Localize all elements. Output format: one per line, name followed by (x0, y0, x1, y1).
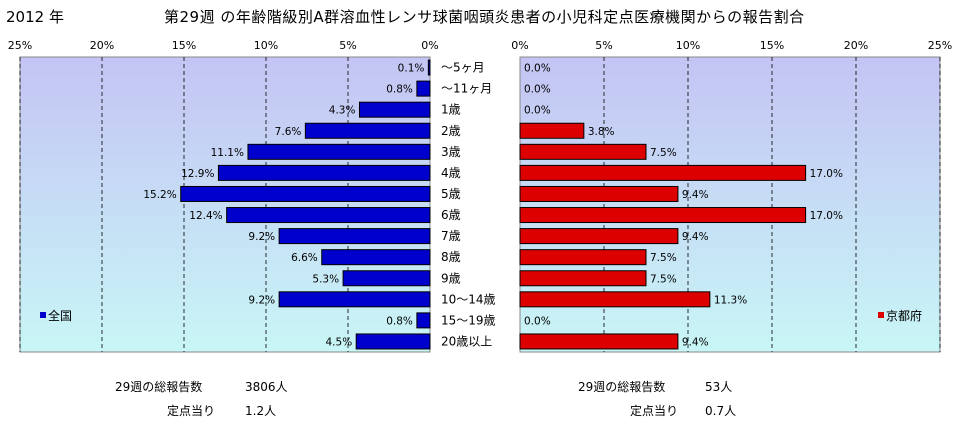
left-tick-label: 25% (8, 39, 32, 52)
category-label: ～11ヶ月 (441, 82, 492, 96)
left-tick-label: 10% (254, 39, 278, 52)
bar-kyoto (519, 143, 647, 160)
category-label: 15～19歳 (441, 313, 496, 327)
category-label: 5歳 (441, 187, 461, 201)
bar-national (278, 228, 431, 245)
data-label-national: 0.1% (398, 63, 425, 75)
data-label-national: 12.9% (181, 168, 214, 180)
data-label-national: 9.2% (248, 294, 275, 306)
legend-swatch-kyoto (878, 312, 884, 318)
legend-label-kyoto: 京都府 (886, 308, 922, 323)
bar-kyoto (519, 333, 679, 350)
data-label-national: 5.3% (312, 273, 339, 285)
category-label: 4歳 (441, 166, 461, 180)
data-label-national: 9.2% (248, 231, 275, 243)
footer-left-total-label: 29週の総報告数 (115, 380, 203, 394)
data-label-kyoto: 7.5% (650, 252, 677, 264)
footer-right-total-value: 53人 (705, 380, 733, 394)
category-label: 9歳 (441, 271, 461, 285)
right-tick-label: 15% (760, 39, 784, 52)
data-label-kyoto: 0.0% (524, 84, 551, 96)
right-tick-label: 0% (511, 39, 528, 52)
bar-kyoto (519, 164, 807, 181)
footer-left-total-value: 3806人 (245, 380, 288, 394)
footer-left-per-value: 1.2人 (245, 404, 277, 418)
footer-right-per-label: 定点当り (630, 404, 679, 418)
data-label-kyoto: 7.5% (650, 273, 677, 285)
data-label-national: 6.6% (291, 252, 318, 264)
category-label: 6歳 (441, 208, 461, 222)
data-label-national: 11.1% (211, 147, 244, 159)
category-label: 7歳 (441, 229, 461, 243)
bar-kyoto (519, 270, 647, 287)
data-label-kyoto: 17.0% (810, 210, 843, 222)
data-label-kyoto: 7.5% (650, 147, 677, 159)
data-label-kyoto: 11.3% (714, 294, 747, 306)
data-label-national: 7.6% (275, 126, 302, 138)
bar-kyoto (519, 207, 807, 224)
bar-national (321, 249, 431, 266)
data-label-kyoto: 0.0% (524, 315, 551, 327)
data-label-kyoto: 9.4% (682, 189, 709, 201)
bar-national (427, 59, 431, 76)
bar-national (304, 122, 431, 139)
right-tick-label: 25% (928, 39, 952, 52)
footer-left-per-label: 定点当り (167, 404, 216, 418)
bar-kyoto (519, 185, 679, 202)
chart-year: 2012 年 (6, 8, 64, 26)
right-tick-label: 10% (676, 39, 700, 52)
bar-national (358, 101, 431, 118)
category-label: 8歳 (441, 250, 461, 264)
bar-national (342, 270, 431, 287)
left-tick-label: 15% (172, 39, 196, 52)
left-tick-label: 5% (339, 39, 356, 52)
category-label: 20歳以上 (441, 334, 492, 348)
bar-national (278, 291, 431, 308)
data-label-kyoto: 9.4% (682, 336, 709, 348)
data-label-national: 12.4% (189, 210, 222, 222)
data-label-national: 0.8% (386, 84, 413, 96)
bar-national (217, 164, 431, 181)
data-label-kyoto: 0.0% (524, 63, 551, 75)
data-label-kyoto: 17.0% (810, 168, 843, 180)
data-label-national: 4.5% (326, 336, 353, 348)
bar-kyoto (519, 122, 585, 139)
footer-right-per-value: 0.7人 (705, 404, 737, 418)
bar-national (416, 312, 431, 329)
bar-kyoto (519, 249, 647, 266)
category-label: 3歳 (441, 145, 461, 159)
data-label-national: 15.2% (143, 189, 176, 201)
left-plot-area (19, 56, 431, 353)
category-label: 2歳 (441, 124, 461, 138)
data-label-kyoto: 3.8% (588, 126, 615, 138)
data-label-national: 4.3% (329, 105, 356, 117)
bar-national (416, 80, 431, 97)
legend-swatch-national (40, 312, 46, 318)
bar-national (247, 143, 431, 160)
footer-right-total-label: 29週の総報告数 (578, 380, 666, 394)
bar-national (180, 185, 431, 202)
data-label-kyoto: 9.4% (682, 231, 709, 243)
category-label: 10～14歳 (441, 292, 496, 306)
bar-national (226, 207, 431, 224)
legend-label-national: 全国 (48, 308, 72, 323)
bar-national (355, 333, 431, 350)
data-label-national: 0.8% (386, 315, 413, 327)
category-label: 1歳 (441, 103, 461, 117)
bar-kyoto (519, 228, 679, 245)
right-plot-area (519, 56, 941, 353)
data-label-kyoto: 0.0% (524, 105, 551, 117)
right-tick-label: 20% (844, 39, 868, 52)
left-tick-label: 0% (421, 39, 438, 52)
bar-kyoto (519, 291, 711, 308)
chart-title: 第29週 の年齢階級別A群溶血性レンサ球菌咽頭炎患者の小児科定点医療機関からの報… (164, 8, 805, 26)
category-label: ～5ヶ月 (441, 61, 485, 75)
right-tick-label: 5% (595, 39, 612, 52)
left-tick-label: 20% (90, 39, 114, 52)
